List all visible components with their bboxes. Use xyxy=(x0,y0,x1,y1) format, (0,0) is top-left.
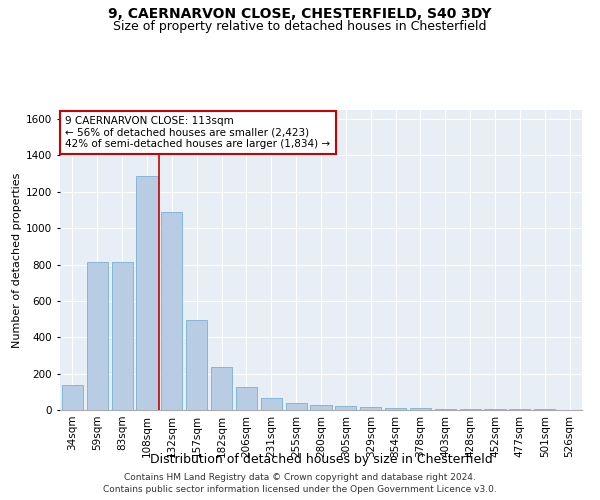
Bar xyxy=(310,405,332,410)
Text: 9, CAERNARVON CLOSE, CHESTERFIELD, S40 3DY: 9, CAERNARVON CLOSE, CHESTERFIELD, S40 3… xyxy=(108,8,492,22)
Text: Size of property relative to detached houses in Chesterfield: Size of property relative to detached ho… xyxy=(113,20,487,33)
Bar xyxy=(236,388,257,410)
Bar xyxy=(385,408,406,410)
Bar xyxy=(484,409,506,410)
Bar xyxy=(186,320,207,410)
Bar xyxy=(261,398,282,410)
Y-axis label: Number of detached properties: Number of detached properties xyxy=(12,172,22,348)
Bar xyxy=(460,408,481,410)
Bar xyxy=(87,262,108,410)
Bar xyxy=(211,368,232,410)
Text: Distribution of detached houses by size in Chesterfield: Distribution of detached houses by size … xyxy=(149,452,493,466)
Bar xyxy=(360,408,381,410)
Bar xyxy=(112,262,133,410)
Bar xyxy=(335,406,356,410)
Bar xyxy=(410,408,431,410)
Bar xyxy=(435,408,456,410)
Bar xyxy=(136,176,158,410)
Text: Contains HM Land Registry data © Crown copyright and database right 2024.
Contai: Contains HM Land Registry data © Crown c… xyxy=(103,472,497,494)
Text: 9 CAERNARVON CLOSE: 113sqm
← 56% of detached houses are smaller (2,423)
42% of s: 9 CAERNARVON CLOSE: 113sqm ← 56% of deta… xyxy=(65,116,331,149)
Bar xyxy=(62,386,83,410)
Bar xyxy=(286,402,307,410)
Bar xyxy=(161,212,182,410)
